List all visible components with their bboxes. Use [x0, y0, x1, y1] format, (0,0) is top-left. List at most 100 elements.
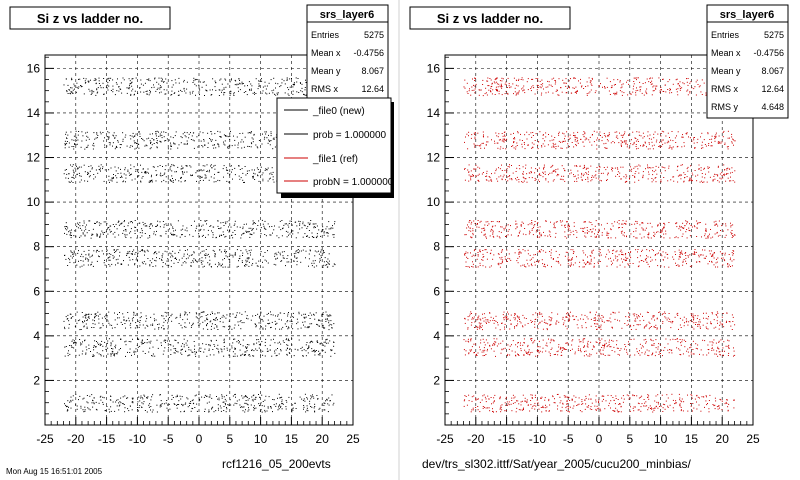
scatter-point: [465, 266, 467, 267]
scatter-point: [570, 249, 572, 251]
scatter-point: [561, 410, 563, 412]
scatter-point: [222, 168, 224, 170]
scatter-point: [636, 324, 638, 326]
scatter-point: [286, 77, 288, 79]
scatter-point: [139, 87, 141, 89]
scatter-point: [145, 225, 147, 227]
scatter-point: [573, 395, 575, 397]
scatter-point: [93, 346, 94, 348]
scatter-point: [278, 318, 280, 320]
scatter-point: [159, 406, 161, 408]
scatter-point: [305, 350, 307, 352]
scatter-point: [705, 400, 707, 402]
scatter-point: [192, 351, 194, 353]
scatter-point: [201, 176, 203, 178]
scatter-point: [525, 400, 527, 402]
scatter-point: [107, 320, 109, 322]
scatter-point: [733, 399, 735, 401]
scatter-point: [174, 135, 176, 137]
scatter-point: [131, 254, 133, 255]
scatter-point: [117, 221, 119, 223]
scatter-point: [112, 145, 113, 147]
scatter-point: [143, 91, 145, 93]
scatter-point: [218, 397, 220, 399]
scatter-point: [79, 395, 81, 397]
scatter-point: [652, 315, 654, 317]
scatter-point: [507, 318, 509, 320]
scatter-point: [69, 259, 71, 261]
scatter-point: [98, 222, 100, 224]
scatter-point: [88, 81, 90, 83]
scatter-point: [303, 406, 305, 408]
scatter-point: [251, 396, 253, 398]
scatter-point: [493, 411, 494, 413]
scatter-point: [302, 321, 304, 323]
scatter-point: [91, 234, 93, 236]
scatter-point: [577, 319, 579, 321]
scatter-point: [144, 395, 146, 397]
scatter-point: [230, 226, 232, 228]
scatter-point: [495, 327, 497, 329]
scatter-point: [65, 228, 66, 230]
x-tick-label: 15: [285, 432, 299, 446]
scatter-point: [249, 252, 251, 254]
scatter-point: [552, 339, 554, 341]
scatter-point: [264, 355, 266, 357]
scatter-point: [88, 230, 90, 231]
scatter-point: [102, 403, 104, 405]
scatter-point: [246, 251, 248, 253]
scatter-point: [111, 178, 113, 180]
scatter-point: [637, 251, 638, 253]
scatter-point: [133, 94, 135, 96]
scatter-point: [290, 261, 292, 263]
scatter-point: [599, 327, 601, 329]
scatter-point: [529, 259, 531, 261]
scatter-point: [282, 403, 284, 405]
scatter-point: [537, 355, 539, 357]
scatter-point: [135, 77, 137, 79]
scatter-point: [65, 226, 67, 227]
scatter-point: [96, 221, 98, 223]
scatter-point: [213, 177, 215, 179]
scatter-point: [112, 134, 114, 136]
scatter-point: [318, 320, 320, 322]
scatter-point: [314, 250, 316, 252]
scatter-point: [166, 260, 168, 262]
scatter-point: [274, 253, 276, 255]
scatter-point: [89, 170, 91, 172]
scatter-point: [537, 346, 539, 348]
scatter-point: [245, 347, 247, 349]
scatter-point: [550, 340, 552, 342]
scatter-point: [602, 344, 604, 346]
scatter-point: [162, 315, 164, 317]
scatter-point: [173, 403, 175, 405]
scatter-point: [117, 173, 119, 174]
scatter-point: [722, 354, 724, 356]
scatter-point: [590, 341, 592, 343]
scatter-point: [101, 230, 103, 232]
scatter-point: [598, 399, 600, 401]
scatter-point: [542, 339, 544, 341]
scatter-point: [665, 338, 667, 340]
scatter-point: [69, 345, 71, 346]
scatter-point: [266, 410, 268, 412]
scatter-point: [726, 320, 727, 322]
scatter-point: [500, 352, 502, 354]
scatter-point: [95, 408, 97, 410]
scatter-point: [677, 315, 679, 316]
scatter-point: [110, 353, 112, 355]
scatter-point: [291, 344, 293, 346]
scatter-point: [480, 322, 482, 324]
scatter-point: [278, 405, 280, 407]
scatter-point: [170, 165, 172, 167]
scatter-point: [223, 355, 225, 357]
scatter-point: [198, 145, 200, 147]
scatter-point: [713, 319, 715, 321]
scatter-point: [199, 399, 201, 401]
scatter-point: [722, 313, 724, 314]
scatter-point: [242, 172, 244, 174]
scatter-point: [220, 348, 222, 350]
scatter-point: [330, 227, 332, 229]
scatter-point: [146, 249, 148, 251]
scatter-point: [280, 312, 282, 314]
